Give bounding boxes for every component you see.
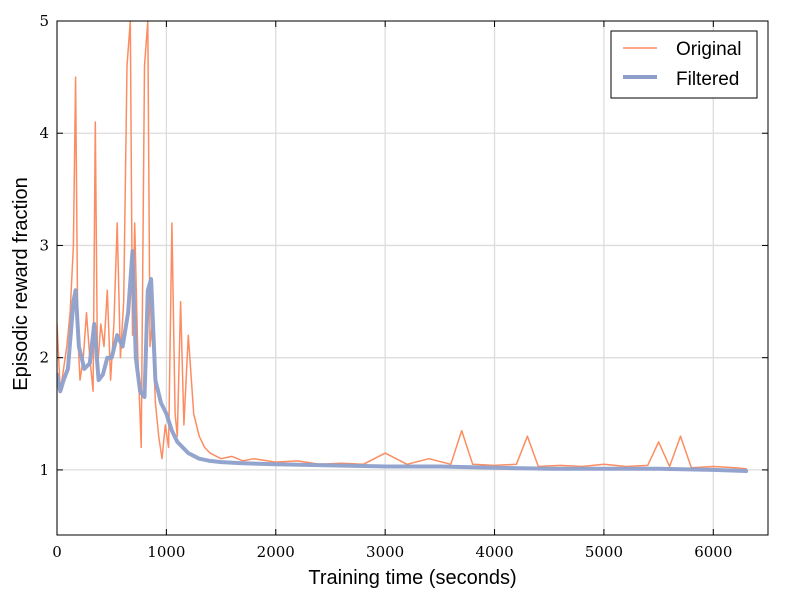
y-axis-title: Episodic reward fraction [10, 177, 32, 390]
x-tick-label: 2000 [257, 543, 295, 561]
x-tick-label: 5000 [585, 543, 623, 561]
x-tick-label: 6000 [694, 543, 732, 561]
series-line-original [57, 21, 747, 470]
x-tick-label: 4000 [475, 543, 513, 561]
ticks-layer: 0 1000 2000 3000 4000 5000 6000 1 2 3 4 5 [39, 12, 768, 561]
legend-label-original: Original [676, 39, 741, 60]
y-tick-label: 2 [39, 349, 49, 367]
legend: Original Filtered [610, 30, 758, 99]
y-tick-label: 3 [39, 236, 49, 254]
x-tick-label: 0 [52, 543, 62, 561]
grid-layer [56, 20, 768, 535]
y-tick-label: 4 [39, 124, 49, 142]
x-axis-title: Training time (seconds) [308, 567, 516, 589]
x-tick-label: 1000 [147, 543, 185, 561]
legend-box [610, 30, 758, 99]
series-line-filtered [57, 249, 749, 473]
x-tick-label: 3000 [366, 543, 404, 561]
y-tick-label: 1 [39, 461, 49, 479]
plot-frame [56, 20, 769, 536]
legend-label-filtered: Filtered [676, 69, 739, 90]
series-layer [57, 21, 749, 473]
y-tick-label: 5 [39, 12, 49, 30]
